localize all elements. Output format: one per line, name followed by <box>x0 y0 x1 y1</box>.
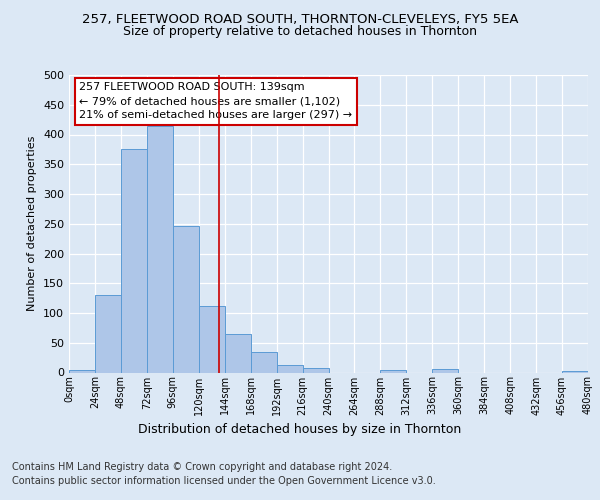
Bar <box>225 334 251 372</box>
Bar <box>95 295 121 372</box>
Bar <box>199 306 224 372</box>
Bar <box>277 365 302 372</box>
Bar <box>432 369 458 372</box>
Bar <box>173 226 199 372</box>
Bar <box>69 370 95 372</box>
Y-axis label: Number of detached properties: Number of detached properties <box>28 136 37 312</box>
Text: 257, FLEETWOOD ROAD SOUTH, THORNTON-CLEVELEYS, FY5 5EA: 257, FLEETWOOD ROAD SOUTH, THORNTON-CLEV… <box>82 12 518 26</box>
Bar <box>380 370 406 372</box>
Bar <box>302 368 329 372</box>
Bar <box>147 126 173 372</box>
Text: 257 FLEETWOOD ROAD SOUTH: 139sqm
← 79% of detached houses are smaller (1,102)
21: 257 FLEETWOOD ROAD SOUTH: 139sqm ← 79% o… <box>79 82 353 120</box>
Bar <box>251 352 277 372</box>
Text: Contains public sector information licensed under the Open Government Licence v3: Contains public sector information licen… <box>12 476 436 486</box>
Text: Contains HM Land Registry data © Crown copyright and database right 2024.: Contains HM Land Registry data © Crown c… <box>12 462 392 472</box>
Text: Distribution of detached houses by size in Thornton: Distribution of detached houses by size … <box>139 422 461 436</box>
Bar <box>121 150 147 372</box>
Text: Size of property relative to detached houses in Thornton: Size of property relative to detached ho… <box>123 25 477 38</box>
